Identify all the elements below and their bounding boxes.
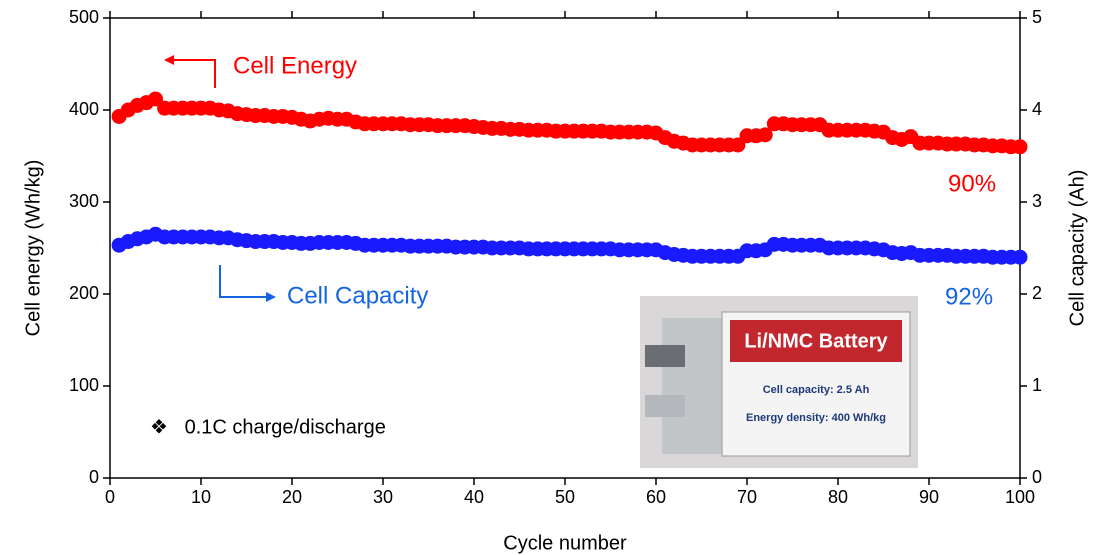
x-tick-label: 10 xyxy=(191,487,211,507)
arrowhead xyxy=(266,292,276,302)
tab xyxy=(645,395,685,417)
y-tick-label: 400 xyxy=(69,99,99,119)
y-tick-label: 100 xyxy=(69,375,99,395)
x-tick-label: 50 xyxy=(555,487,575,507)
series-label: Cell Energy xyxy=(233,52,357,79)
x-tick-label: 100 xyxy=(1005,487,1035,507)
inset-line: Cell capacity: 2.5 Ah xyxy=(763,384,870,396)
series-label: Cell Capacity xyxy=(287,282,428,309)
inset-line: Energy density: 400 Wh/kg xyxy=(746,412,886,424)
retention-label: 90% xyxy=(948,170,996,197)
x-tick-label: 80 xyxy=(828,487,848,507)
retention-label: 92% xyxy=(945,283,993,310)
x-axis-label: Cycle number xyxy=(503,532,627,554)
y-tick-label: 200 xyxy=(69,283,99,303)
arrowhead xyxy=(164,55,174,65)
arrow xyxy=(170,59,216,88)
y2-tick-label: 1 xyxy=(1032,375,1042,395)
data-point xyxy=(1012,139,1028,155)
y-tick-label: 300 xyxy=(69,191,99,211)
y2-tick-label: 5 xyxy=(1032,7,1042,27)
x-tick-label: 60 xyxy=(646,487,666,507)
x-tick-label: 40 xyxy=(464,487,484,507)
y2-axis-label: Cell capacity (Ah) xyxy=(1066,170,1088,327)
data-point xyxy=(148,91,163,107)
x-tick-label: 0 xyxy=(105,487,115,507)
data-point xyxy=(757,127,773,143)
note: ❖ 0.1C charge/discharge xyxy=(150,416,386,438)
x-tick-label: 30 xyxy=(373,487,393,507)
y-tick-label: 0 xyxy=(89,467,99,487)
label-header xyxy=(730,320,902,362)
inset-title: Li/NMC Battery xyxy=(744,330,888,352)
data-point xyxy=(730,137,746,153)
y2-tick-label: 2 xyxy=(1032,283,1042,303)
y2-tick-label: 4 xyxy=(1032,99,1042,119)
x-tick-label: 90 xyxy=(919,487,939,507)
tab xyxy=(645,345,685,367)
y-axis-label: Cell energy (Wh/kg) xyxy=(22,160,44,337)
inset-photo: Li/NMC Battery Cell capacity: 2.5 Ah Ene… xyxy=(640,296,918,468)
x-tick-label: 20 xyxy=(282,487,302,507)
data-point xyxy=(1012,249,1028,265)
y-tick-label: 500 xyxy=(69,7,99,27)
y2-tick-label: 0 xyxy=(1032,467,1042,487)
y2-tick-label: 3 xyxy=(1032,191,1042,211)
x-tick-label: 70 xyxy=(737,487,757,507)
arrow xyxy=(219,265,268,298)
